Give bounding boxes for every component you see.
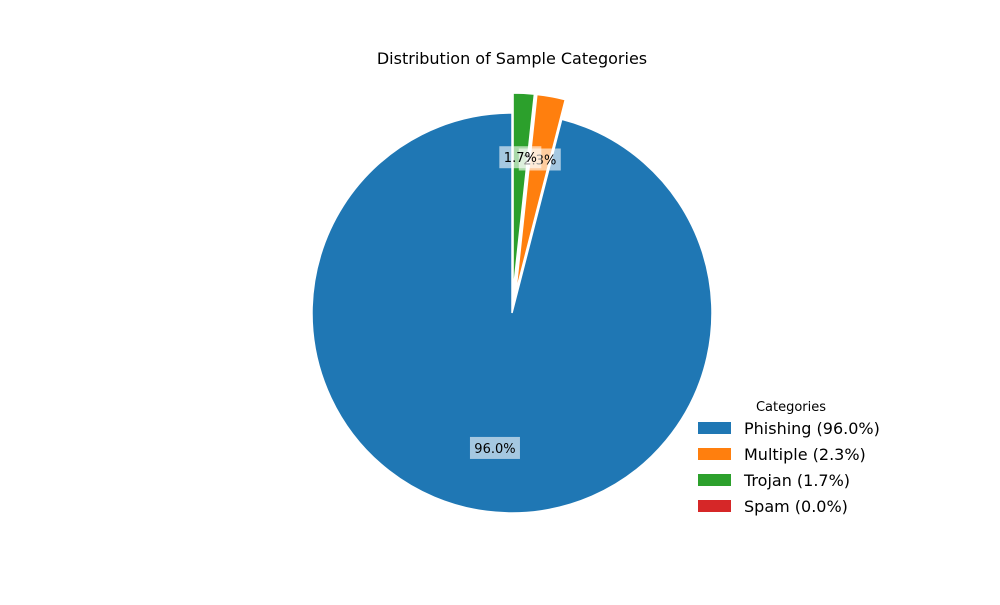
pie-slice-phishing — [311, 112, 713, 514]
chart-title: Distribution of Sample Categories — [377, 49, 647, 68]
legend-label: Spam (0.0%) — [744, 497, 848, 516]
legend-swatch — [698, 448, 731, 460]
pie-slice-multiple — [514, 93, 567, 294]
legend-item-multiple: Multiple (2.3%) — [698, 445, 866, 464]
legend-title: Categories — [756, 400, 826, 415]
legend-item-phishing: Phishing (96.0%) — [698, 419, 880, 438]
pie-slices — [311, 92, 713, 514]
legend: Categories Phishing (96.0%) Multiple (2.3… — [698, 400, 880, 516]
legend-swatch — [698, 500, 731, 512]
legend-label: Multiple (2.3%) — [744, 445, 866, 464]
pct-label-trojan: 1.7% — [499, 146, 542, 169]
legend-label: Trojan (1.7%) — [743, 471, 850, 490]
pct-label-text: 1.7% — [504, 151, 537, 166]
legend-swatch — [698, 422, 731, 434]
legend-label: Phishing (96.0%) — [744, 419, 880, 438]
pct-label-text: 96.0% — [474, 442, 515, 457]
legend-item-spam: Spam (0.0%) — [698, 497, 848, 516]
pct-label-bg — [469, 436, 520, 459]
pie-pct-labels: 96.0%2.3%1.7% — [469, 146, 561, 459]
pct-label-phishing: 96.0% — [469, 436, 520, 459]
legend-swatch — [698, 474, 731, 486]
legend-item-trojan: Trojan (1.7%) — [698, 471, 850, 490]
pct-label-bg — [499, 146, 542, 169]
pie-slice-trojan — [512, 92, 536, 294]
